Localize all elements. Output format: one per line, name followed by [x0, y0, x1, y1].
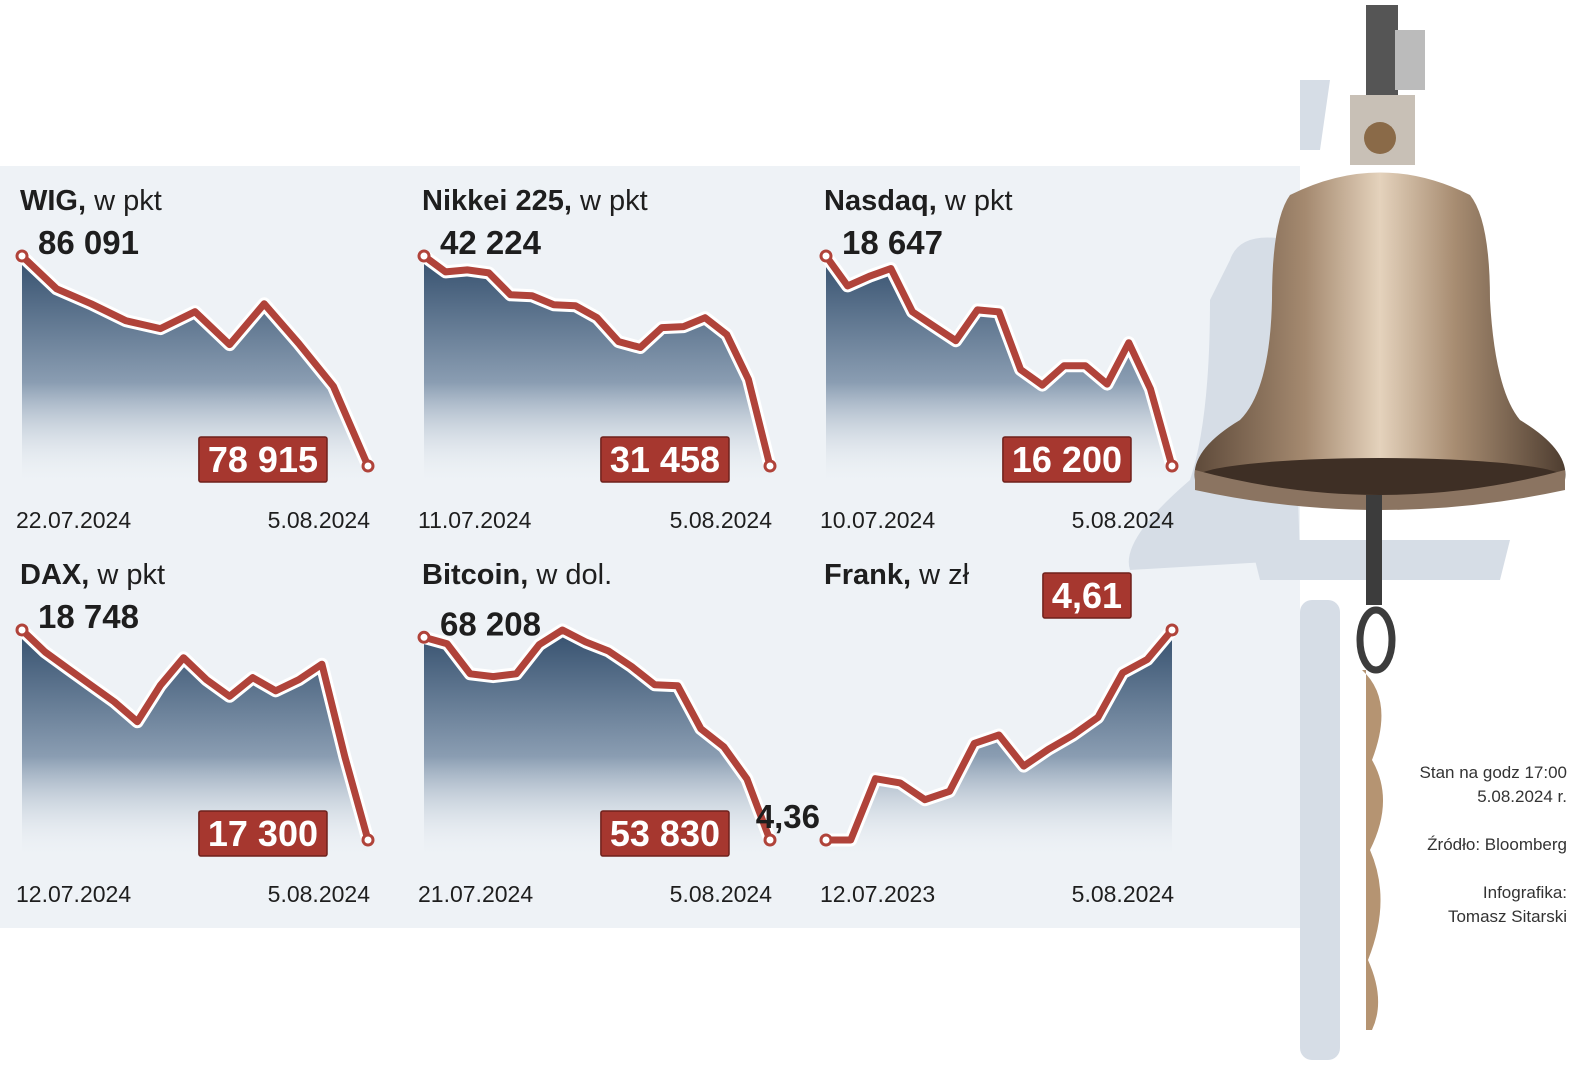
- area: [424, 256, 770, 486]
- start-label: 86 091: [38, 224, 139, 261]
- title-name: Bitcoin,: [422, 559, 528, 591]
- title-unit: w pkt: [86, 185, 162, 217]
- line: [420, 252, 774, 470]
- title-unit: w pkt: [89, 559, 165, 591]
- end-label-box: [198, 810, 328, 857]
- endpoint: [15, 249, 29, 263]
- bell: [1194, 5, 1566, 1030]
- x-tick-label: 5.08.2024: [670, 881, 773, 907]
- chart: Nasdaq, w pkt 18 647 16 200 10.07.2024 5.08.…: [819, 185, 1179, 533]
- start-label: 68 208: [440, 605, 541, 642]
- end-label: 17 300: [208, 813, 318, 854]
- endpoint: [417, 630, 431, 644]
- line: [822, 626, 1176, 844]
- line: [18, 252, 372, 470]
- x-tick-label: 12.07.2024: [16, 881, 131, 907]
- title-unit: w zł: [911, 559, 970, 591]
- title-name: Nasdaq,: [824, 185, 937, 217]
- chart-title: WIG, w pkt: [20, 185, 162, 217]
- chart: Frank, w zł 4,36 4,61 12.07.2023 5.08.2024: [756, 559, 1179, 907]
- line: [18, 626, 372, 844]
- title-name: DAX,: [20, 559, 89, 591]
- start-label: 42 224: [440, 224, 542, 261]
- notes: Stan na godz 17:00 5.08.2024 r. Źródło: …: [1420, 763, 1567, 926]
- endpoint: [361, 459, 375, 473]
- start-label: 18 748: [38, 598, 139, 635]
- line: [822, 252, 1176, 470]
- start-label: 18 647: [842, 224, 943, 261]
- endpoint: [819, 249, 833, 263]
- chart-title: Nikkei 225, w pkt: [422, 185, 648, 217]
- x-tick-label: 5.08.2024: [268, 507, 371, 533]
- end-label-box: [1002, 436, 1132, 483]
- end-label-box: [600, 436, 730, 483]
- x-tick-label: 5.08.2024: [1072, 881, 1175, 907]
- title-name: Nikkei 225,: [422, 185, 572, 217]
- start-label: 4,36: [756, 798, 820, 835]
- chart: WIG, w pkt 86 091 78 915 22.07.2024 5.08.202…: [15, 185, 375, 533]
- note-credit-name: Tomasz Sitarski: [1448, 907, 1567, 926]
- endpoint: [15, 623, 29, 637]
- area: [424, 630, 770, 860]
- endpoint: [763, 459, 777, 473]
- chart-title: Frank, w zł: [824, 559, 970, 591]
- endpoint: [417, 249, 431, 263]
- title-unit: w pkt: [937, 185, 1013, 217]
- x-tick-label: 5.08.2024: [268, 881, 371, 907]
- title-name: WIG,: [20, 185, 86, 217]
- x-tick-label: 12.07.2023: [820, 881, 935, 907]
- note-date: 5.08.2024 r.: [1477, 787, 1567, 806]
- title-name: Frank,: [824, 559, 911, 591]
- note-credit-label: Infografika:: [1483, 883, 1567, 902]
- title-unit: w pkt: [572, 185, 648, 217]
- end-label: 53 830: [610, 813, 720, 854]
- chart-title: Bitcoin, w dol.: [422, 559, 612, 591]
- title-unit: w dol.: [528, 559, 612, 591]
- endpoint: [819, 833, 833, 847]
- chart: DAX, w pkt 18 748 17 300 12.07.2024 5.08.202…: [15, 559, 375, 907]
- x-tick-label: 5.08.2024: [1072, 507, 1175, 533]
- endpoint: [1165, 459, 1179, 473]
- chart: Nikkei 225, w pkt 42 224 31 458 11.07.2024 5…: [417, 185, 777, 533]
- note-source: Źródło: Bloomberg: [1427, 835, 1567, 854]
- x-tick-label: 21.07.2024: [418, 881, 533, 907]
- chart: Bitcoin, w dol. 68 208 53 830 21.07.2024 5.0…: [417, 559, 777, 907]
- x-tick-label: 11.07.2024: [418, 507, 532, 533]
- end-label: 16 200: [1012, 439, 1122, 480]
- end-label-box: [600, 810, 730, 857]
- endpoint: [361, 833, 375, 847]
- end-label: 78 915: [208, 439, 318, 480]
- x-tick-label: 22.07.2024: [16, 507, 131, 533]
- line: [420, 626, 774, 844]
- end-label-box: [198, 436, 328, 483]
- chart-title: Nasdaq, w pkt: [824, 185, 1013, 217]
- note-status: Stan na godz 17:00: [1420, 763, 1567, 782]
- x-tick-label: 10.07.2024: [820, 507, 935, 533]
- endpoint: [1165, 623, 1179, 637]
- endpoint: [763, 833, 777, 847]
- x-tick-label: 5.08.2024: [670, 507, 773, 533]
- end-label: 4,61: [1052, 575, 1122, 616]
- chart-title: DAX, w pkt: [20, 559, 165, 591]
- end-label: 31 458: [610, 439, 720, 480]
- end-label-box: [1042, 572, 1132, 619]
- area: [22, 630, 368, 860]
